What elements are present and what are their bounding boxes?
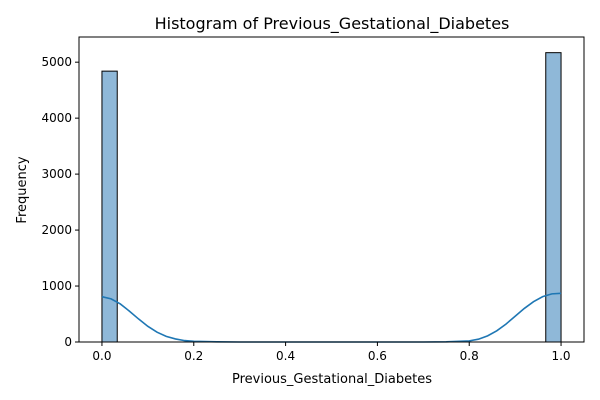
plot-frame — [78, 36, 585, 343]
y-tick-label: 5000 — [41, 55, 72, 69]
x-axis-label: Previous_Gestational_Diabetes — [232, 372, 432, 387]
y-tick-label: 4000 — [41, 111, 72, 125]
y-axis-label: Frequency — [15, 156, 30, 223]
x-tick-label: 0.6 — [368, 349, 387, 363]
x-tick-label: 0.4 — [276, 349, 295, 363]
kde-curve — [101, 292, 562, 343]
y-tick-label: 3000 — [41, 167, 72, 181]
x-tick-label: 0.0 — [92, 349, 111, 363]
y-tick-label: 0 — [64, 335, 72, 349]
x-tick-label: 0.8 — [460, 349, 479, 363]
x-tick-label: 0.2 — [184, 349, 203, 363]
y-tick-label: 2000 — [41, 223, 72, 237]
x-tick-label: 1.0 — [551, 349, 570, 363]
chart-title: Histogram of Previous_Gestational_Diabet… — [155, 14, 510, 34]
plot-area: 0.0 0.2 0.4 0.6 0.8 1.0 0 1000 2000 3000 4000 5000 — [41, 36, 585, 363]
histogram-bar-1 — [545, 52, 562, 343]
y-tick-label: 1000 — [41, 279, 72, 293]
